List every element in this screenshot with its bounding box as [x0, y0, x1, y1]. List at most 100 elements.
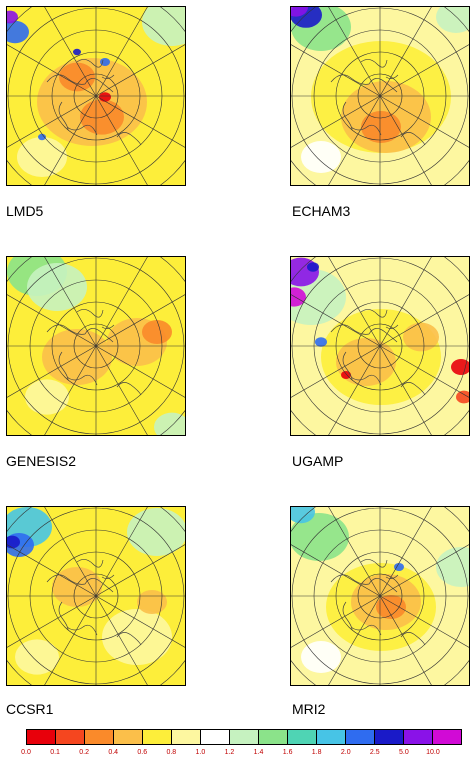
meridian-line	[95, 44, 185, 97]
value-region	[142, 320, 172, 344]
value-region	[102, 609, 172, 665]
meridian-line	[95, 595, 148, 685]
value-region	[100, 58, 110, 66]
value-region	[27, 263, 87, 311]
meridian-line	[44, 257, 97, 347]
meridian-line	[379, 7, 432, 97]
colorbar-tick-label: 1.0	[195, 749, 206, 756]
value-region	[52, 567, 102, 607]
polar-map-field	[291, 257, 469, 435]
value-region	[291, 507, 315, 524]
meridian-line	[379, 294, 469, 347]
colorbar-swatch	[375, 730, 404, 744]
meridian-line	[7, 44, 97, 97]
colorbar-swatch	[85, 730, 114, 744]
meridian-line	[379, 95, 469, 148]
meridian-line	[328, 95, 381, 185]
polar-map-field	[7, 7, 185, 185]
value-region	[15, 639, 59, 675]
coastline	[46, 559, 142, 646]
value-region	[17, 137, 67, 177]
map-panel-mri2	[290, 506, 470, 686]
map-panel-echam3	[290, 6, 470, 186]
meridian-line	[44, 507, 97, 597]
colorbar-swatch	[114, 730, 143, 744]
value-region	[376, 595, 406, 619]
coastline	[46, 59, 142, 146]
meridian-line	[291, 44, 381, 97]
meridian-line	[7, 345, 97, 398]
meridian-line	[44, 595, 97, 685]
value-region	[7, 10, 18, 24]
panel-label-mri2: MRI2	[292, 701, 326, 717]
meridian-line	[379, 345, 469, 398]
coastline	[330, 59, 426, 146]
value-region	[7, 20, 29, 44]
colorbar	[26, 729, 462, 745]
value-region	[25, 379, 69, 415]
colorbar-tick-label: 0.2	[79, 749, 89, 756]
meridian-line	[379, 595, 469, 648]
colorbar-swatch	[172, 730, 201, 744]
value-region	[436, 547, 469, 587]
polar-map-field	[291, 7, 469, 185]
colorbar-swatch	[201, 730, 230, 744]
panel-label-lmd5: LMD5	[6, 203, 44, 219]
meridian-line	[95, 95, 148, 185]
meridian-line	[291, 294, 381, 347]
meridian-line	[291, 95, 381, 148]
value-region	[403, 322, 439, 352]
colorbar-swatch	[288, 730, 317, 744]
value-region	[291, 287, 306, 307]
value-region	[301, 641, 341, 673]
value-region	[73, 48, 81, 56]
panel-label-genesis2: GENESIS2	[6, 453, 77, 469]
map-panel-lmd5	[6, 6, 186, 186]
value-region	[142, 7, 185, 46]
panel-label-echam3: ECHAM3	[292, 203, 351, 219]
meridian-line	[7, 95, 97, 148]
meridian-line	[95, 257, 148, 347]
meridian-line	[291, 544, 381, 597]
colorbar-swatch	[346, 730, 375, 744]
colorbar-tick-label: 5.0	[398, 749, 409, 756]
colorbar-tick-label: 2.0	[340, 749, 351, 756]
value-region	[38, 133, 46, 141]
meridian-line	[44, 95, 97, 185]
meridian-line	[44, 345, 97, 435]
colorbar-swatch	[143, 730, 172, 744]
colorbar-swatch	[230, 730, 259, 744]
meridian-line	[95, 95, 185, 148]
colorbar-tick-label: 0.1	[50, 749, 60, 756]
meridian-line	[379, 345, 432, 435]
value-region	[154, 412, 185, 435]
meridian-line	[379, 507, 432, 597]
polar-map-field	[7, 257, 185, 435]
colorbar-tick-label: 2.5	[369, 749, 380, 756]
polar-map-field	[291, 507, 469, 685]
meridian-line	[328, 507, 381, 597]
colorbar-tick-label: 1.4	[253, 749, 264, 756]
panel-label-ccsr1: CCSR1	[6, 701, 54, 717]
value-region	[361, 111, 401, 143]
value-region	[7, 535, 20, 549]
value-region	[99, 92, 111, 102]
colorbar-ticks: 0.0 0.1 0.2 0.4 0.6 0.8 1.0 1.2 1.4 1.6 1.8 2.0 2.5 5…	[21, 749, 462, 759]
panel-label-ugamp: UGAMP	[292, 453, 344, 469]
colorbar-tick-label: 0.4	[108, 749, 119, 756]
colorbar-swatch	[259, 730, 288, 744]
meridian-line	[7, 544, 97, 597]
map-panel-ccsr1	[6, 506, 186, 686]
map-panel-ugamp	[290, 256, 470, 436]
value-region	[336, 338, 396, 386]
colorbar-tick-label: 0.0	[21, 749, 31, 756]
meridian-line	[95, 544, 185, 597]
coastline	[330, 309, 426, 396]
meridian-line	[7, 294, 97, 347]
meridian-line	[328, 595, 381, 685]
polar-map-field	[7, 507, 185, 685]
value-region	[307, 262, 319, 272]
coastline	[330, 559, 426, 646]
colorbar-swatch	[433, 730, 461, 744]
meridian-line	[95, 595, 185, 648]
